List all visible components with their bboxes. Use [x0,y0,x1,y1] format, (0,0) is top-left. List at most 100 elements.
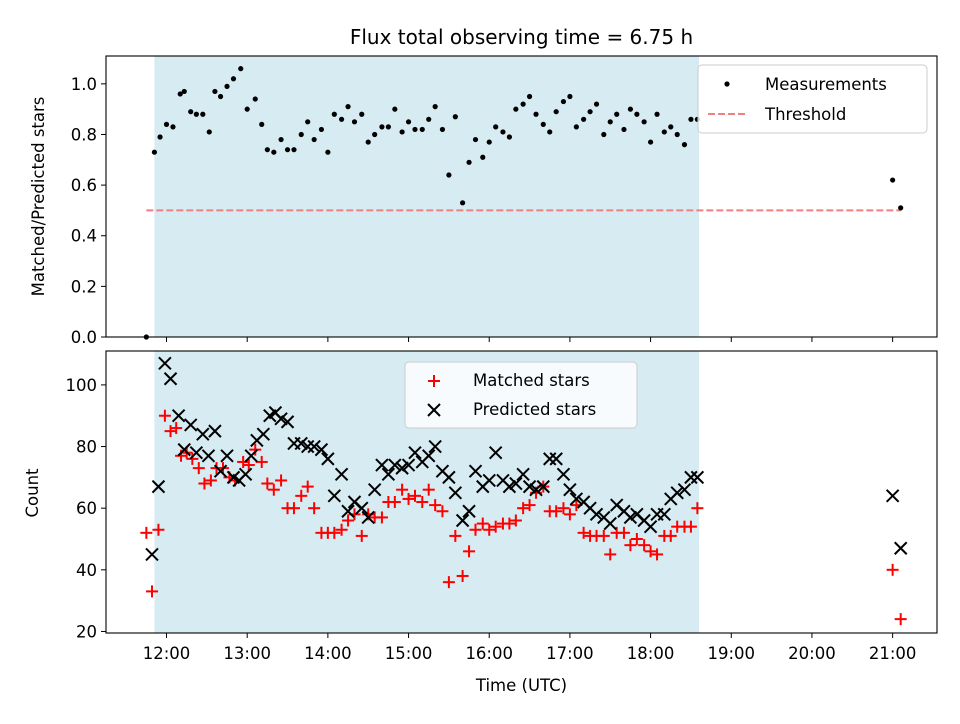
matched-star-point [894,613,907,626]
matched-star-point [476,517,489,530]
predicted-star-point [184,418,198,432]
matched-star-point [597,529,610,542]
predicted-star-point [462,504,476,518]
measurement-point [151,149,158,155]
measurement-point [681,142,688,148]
predicted-star-point [556,467,571,481]
predicted-star-point [468,464,483,478]
matched-star-point [644,545,657,558]
predicted-star-point [589,507,604,522]
predicted-star-point [145,547,159,562]
measurement-point [419,126,425,133]
measurement-point [392,106,398,112]
measurement-point [674,131,680,138]
measurement-point [500,129,506,135]
measurement-point [230,76,237,82]
matched-star-point [489,520,502,533]
measurement-point [412,126,418,133]
matched-star-point [630,533,643,545]
matched-star-point [550,505,563,518]
matched-star-point [469,523,482,536]
matched-star-point [140,526,153,539]
ratio-y-tick-label: 0.6 [71,176,97,195]
measurement-point [284,147,291,153]
measurement-point [252,96,258,102]
measurement-point [654,111,660,117]
measurement-point [177,91,183,97]
measurement-point [593,101,600,107]
measurement-point [298,131,304,138]
predicted-star-point [395,461,409,475]
measurement-point [560,98,567,105]
x-tick-label: 21:00 [869,644,917,663]
ratio-observing-span [154,56,699,337]
measurement-point [627,106,634,112]
predicted-star-point [670,486,684,500]
predicted-star-point [563,482,577,497]
predicted-star-point [401,458,416,472]
matched-star-point [301,480,314,493]
measurement-point [486,139,492,145]
predicted-star-point [300,439,315,454]
matched-star-point [617,526,630,539]
matched-star-point [335,523,348,536]
predicted-star-point [516,467,530,481]
measurement-point [460,200,466,206]
measurement-point [614,111,620,117]
measurement-point [224,83,230,89]
predicted-star-point [388,458,402,472]
measurement-point [372,131,378,138]
measurement-point [898,205,904,211]
matched-star-point [152,523,165,536]
count-y-axis-label: Count [23,468,42,518]
measurement-point [264,147,270,153]
ratio-y-axis-label: Matched/Predicted stars [29,97,48,297]
matched-star-point [503,517,516,530]
x-tick-label: 12:00 [143,644,191,663]
x-tick-label: 19:00 [707,644,755,663]
measurement-point [379,124,385,130]
measurement-point [890,177,896,183]
measurement-point [163,121,170,127]
count-y-tick-label: 80 [76,438,97,457]
measurement-point [305,119,311,125]
predicted-star-point [201,449,216,463]
legend-measurements-marker [724,81,730,87]
predicted-star-point [603,516,617,531]
matched-star-point [249,443,262,456]
predicted-star-point [208,424,222,438]
predicted-star-point [238,467,253,481]
predicted-star-point [455,513,470,528]
predicted-star-point [442,470,456,485]
x-tick-label: 18:00 [627,644,675,663]
predicted-star-point [321,452,335,466]
measurement-point [446,172,452,178]
ratio-y-tick-label: 0.4 [71,227,97,246]
matched-star-point [275,474,288,487]
matched-star-point [261,477,274,490]
predicted-star-point [341,504,355,518]
predicted-star-point [657,507,672,522]
measurement-point [526,93,533,100]
predicted-star-point [893,541,908,555]
matched-star-point [388,496,401,509]
matched-star-point [684,520,697,533]
count-axes-frame [105,350,938,634]
predicted-star-point [422,449,436,463]
matched-star-point [886,563,899,576]
measurement-point [439,126,446,133]
matched-star-point [158,409,171,422]
measurement-point [325,149,331,155]
predicted-star-point [151,479,166,494]
predicted-star-point [677,482,692,497]
measurement-point [259,121,265,127]
matched-star-point [375,511,388,524]
matched-star-point [416,496,429,509]
measurement-point [506,134,512,140]
measurement-point [520,101,526,107]
predicted-star-point [428,439,442,454]
measurement-point [573,124,579,130]
predicted-star-point [334,467,349,481]
measurement-point [553,109,559,115]
